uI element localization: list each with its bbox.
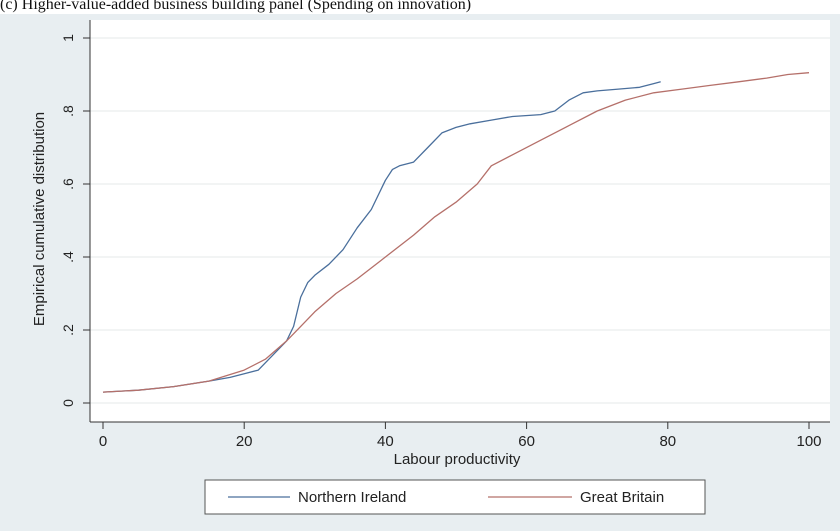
plot-area [90, 20, 830, 422]
x-axis-label: Labour productivity [394, 451, 521, 468]
x-tick-label: 40 [377, 433, 394, 450]
y-tick-label: .2 [60, 324, 76, 336]
legend: Northern Ireland Great Britain [205, 480, 705, 514]
y-axis-label: Empirical cumulative distribution [31, 112, 48, 326]
ecdf-chart: 0 .2 .4 .6 .8 1 0 20 40 60 80 100 Empirical cumulat… [0, 14, 840, 531]
y-tick-label: 0 [60, 399, 76, 407]
y-tick-label: .6 [60, 178, 76, 190]
y-tick-label: 1 [60, 34, 76, 42]
x-tick-label: 80 [659, 433, 676, 450]
x-tick-label: 20 [236, 433, 253, 450]
legend-label-northern-ireland: Northern Ireland [298, 489, 406, 506]
figure-caption: (c) Higher-value-added business building… [0, 0, 471, 14]
chart-panel: 0 .2 .4 .6 .8 1 0 20 40 60 80 100 Empirical cumulat… [0, 14, 840, 531]
x-tick-label: 0 [99, 433, 107, 450]
y-tick-label: .8 [60, 105, 76, 117]
legend-label-great-britain: Great Britain [580, 489, 664, 506]
x-tick-label: 100 [796, 433, 821, 450]
y-tick-label: .4 [60, 251, 76, 263]
x-tick-label: 60 [518, 433, 535, 450]
